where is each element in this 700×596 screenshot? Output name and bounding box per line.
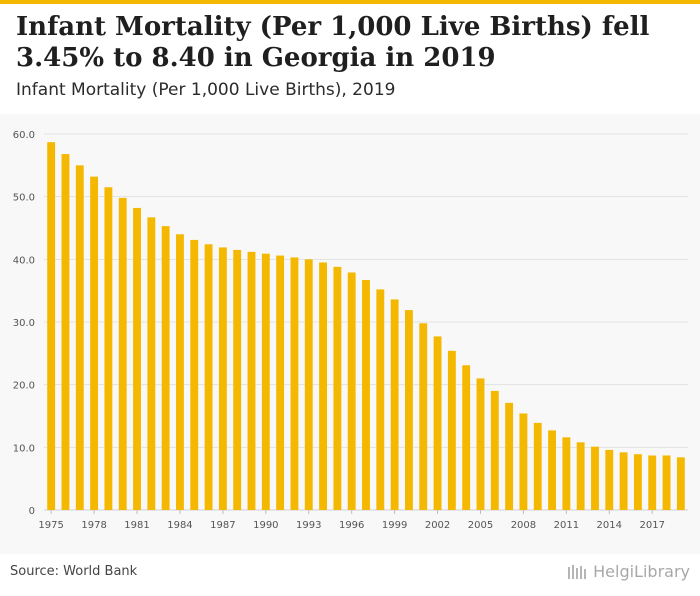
x-tick-label: 2005 (468, 520, 493, 531)
bar[interactable] (276, 255, 285, 510)
accent-bar (0, 0, 700, 4)
x-tick-label: 1975 (38, 520, 63, 531)
bar[interactable] (190, 239, 199, 510)
y-tick-label: 50.0 (13, 193, 35, 204)
bar[interactable] (476, 378, 485, 510)
bar-chart: 010.020.030.040.050.060.0 1975 1978 1981 19… (13, 130, 688, 531)
x-tick-label: 1987 (210, 520, 235, 531)
bar[interactable] (333, 266, 342, 510)
bar[interactable] (319, 262, 328, 510)
page-title: Infant Mortality (Per 1,000 Live Births)… (16, 12, 650, 73)
source-note: Source: World Bank (10, 564, 138, 579)
bar[interactable] (104, 187, 113, 510)
x-axis-ticks: 1975 1978 1981 1984 1987 1990 1993 1996 1999 2002… (38, 510, 665, 531)
x-tick-label: 2008 (511, 520, 536, 531)
y-tick-label: 30.0 (13, 318, 35, 329)
bar[interactable] (247, 251, 256, 510)
bar[interactable] (233, 249, 242, 510)
bar[interactable] (648, 455, 657, 510)
bar[interactable] (204, 244, 213, 510)
helgi-library-logo[interactable]: HelgiLibrary (567, 562, 690, 581)
bar[interactable] (376, 289, 385, 510)
logo-text: HelgiLibrary (593, 562, 690, 581)
x-tick-label: 1984 (167, 520, 192, 531)
bar[interactable] (633, 454, 642, 510)
bar[interactable] (505, 402, 514, 510)
bar[interactable] (462, 365, 471, 510)
chart-subtitle: Infant Mortality (Per 1,000 Live Births)… (16, 80, 396, 100)
x-tick-label: 2011 (554, 520, 579, 531)
x-tick-label: 1978 (81, 520, 106, 531)
bar[interactable] (147, 217, 156, 510)
bar[interactable] (362, 280, 370, 510)
x-tick-label: 1981 (124, 520, 149, 531)
bar[interactable] (90, 176, 99, 510)
bar[interactable] (662, 455, 671, 510)
x-tick-label: 1990 (253, 520, 278, 531)
bar[interactable] (133, 207, 141, 510)
library-columns-icon (568, 564, 587, 579)
x-tick-label: 2014 (597, 520, 622, 531)
x-tick-label: 2017 (639, 520, 664, 531)
x-tick-label: 1996 (339, 520, 364, 531)
bar[interactable] (304, 259, 313, 510)
bar[interactable] (75, 165, 84, 511)
y-tick-label: 60.0 (13, 130, 35, 141)
y-tick-label: 40.0 (13, 255, 35, 266)
bar[interactable] (619, 452, 628, 510)
bar[interactable] (261, 253, 270, 510)
bar[interactable] (591, 446, 599, 510)
bars (47, 142, 685, 511)
bar[interactable] (519, 413, 528, 510)
x-tick-label: 1999 (382, 520, 407, 531)
y-tick-label: 0 (29, 506, 35, 517)
y-tick-label: 20.0 (13, 381, 35, 392)
bar[interactable] (290, 257, 299, 510)
bar[interactable] (118, 197, 127, 511)
bar[interactable] (533, 422, 542, 510)
y-axis-ticks: 0 10.0 20.0 30.0 40.0 50.0 60.0 (13, 130, 35, 517)
bar[interactable] (605, 449, 614, 510)
bar[interactable] (548, 430, 556, 510)
bar[interactable] (447, 350, 456, 510)
bar[interactable] (176, 234, 184, 510)
bar[interactable] (161, 226, 170, 510)
bar[interactable] (419, 323, 428, 510)
bar[interactable] (347, 272, 356, 510)
bar[interactable] (576, 442, 585, 510)
bar[interactable] (47, 142, 56, 510)
x-tick-label: 1993 (296, 520, 321, 531)
bar[interactable] (61, 154, 70, 510)
bar[interactable] (433, 336, 442, 510)
bar[interactable] (562, 437, 571, 510)
x-tick-label: 2002 (425, 520, 450, 531)
bar[interactable] (218, 247, 227, 510)
bar[interactable] (490, 390, 499, 510)
bar[interactable] (676, 457, 685, 510)
bar[interactable] (390, 299, 399, 510)
bar[interactable] (404, 310, 413, 510)
y-tick-label: 10.0 (13, 443, 35, 454)
